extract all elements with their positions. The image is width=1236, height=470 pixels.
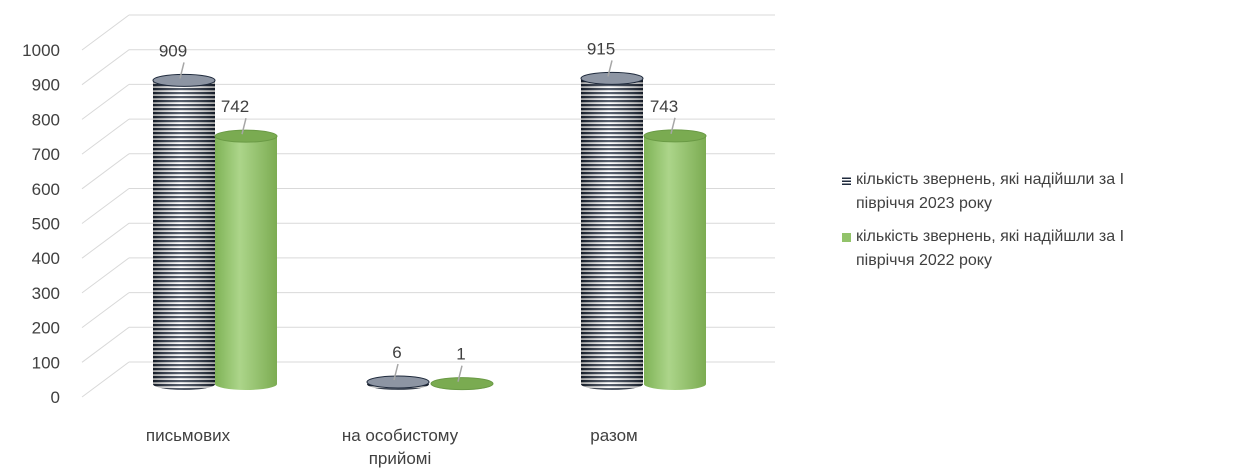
bar-top-cap [643, 129, 707, 143]
gridline-slant [81, 326, 130, 363]
bar-2023-0: 909 [152, 41, 216, 390]
data-label-leader [179, 62, 185, 79]
bar-top-cap [430, 377, 494, 391]
gridline-slant [81, 83, 130, 120]
bar-2022-2: 743 [643, 97, 707, 390]
x-category-label: разом [590, 426, 637, 445]
data-label-leader [241, 117, 247, 135]
data-label: 1 [456, 345, 465, 364]
gridline-slant [81, 118, 130, 155]
bar-top-cap [214, 129, 278, 143]
gridline-slant [81, 292, 130, 329]
bar-2023-1: 6 [366, 343, 430, 390]
bar-top-cap [580, 71, 644, 85]
legend-item-2023: кількість звернень, які надійшли за І пі… [842, 168, 1222, 216]
y-tick-label: 400 [32, 249, 60, 268]
legend-label-2023-line2: півріччя 2023 року [856, 195, 992, 212]
gridline-slant [81, 49, 130, 86]
y-tick-label: 1000 [22, 41, 60, 60]
bar-body [215, 136, 277, 390]
legend-item-2022: кількість звернень, які надійшли за І пі… [842, 225, 1222, 273]
data-label: 743 [650, 97, 678, 116]
legend-swatch-2023 [842, 176, 851, 185]
y-tick-label: 600 [32, 180, 60, 199]
legend-label-2022-line2: півріччя 2022 року [856, 252, 992, 269]
gridline-slant [81, 14, 130, 51]
data-label-leader [457, 365, 463, 382]
y-tick-label: 200 [32, 319, 60, 338]
gridline-slant [81, 361, 130, 398]
gridline-slant [81, 153, 130, 190]
y-tick-label: 900 [32, 76, 60, 95]
y-axis-tick-labels: 0 100 200 300 400 500 600 700 800 900 1000 [22, 41, 60, 407]
bar-shade [153, 80, 215, 390]
data-label: 742 [221, 97, 249, 116]
data-label: 915 [587, 39, 615, 58]
data-label-leader [607, 60, 613, 77]
bar-top-cap [366, 375, 430, 389]
y-tick-label: 300 [32, 284, 60, 303]
x-axis-category-labels: письмових на особистому прийомі разом [146, 426, 638, 468]
x-category-label: прийомі [369, 449, 432, 468]
bar-2023-2: 915 [580, 39, 644, 390]
legend-swatch-2022 [842, 233, 851, 242]
gridline-slant [81, 257, 130, 294]
gridline-slant [81, 222, 130, 259]
bar-shade [581, 78, 643, 390]
bars: 909 6 915 742 1 743 [152, 39, 707, 391]
legend: кількість звернень, які надійшли за І пі… [842, 168, 1222, 282]
y-tick-label: 700 [32, 145, 60, 164]
bar-2022-1: 1 [430, 345, 494, 391]
y-tick-label: 500 [32, 215, 60, 234]
data-label-leader [393, 363, 399, 381]
data-label: 909 [159, 41, 187, 60]
data-label-leader [670, 117, 676, 135]
bar-top-cap [152, 73, 216, 87]
legend-label-2023-line1: кількість звернень, які надійшли за І [856, 171, 1125, 188]
y-tick-label: 800 [32, 110, 60, 129]
bar-body [644, 135, 706, 390]
gridline-slant [81, 188, 130, 224]
legend-label-2022-line1: кількість звернень, які надійшли за І [856, 228, 1125, 245]
data-label: 6 [392, 343, 401, 362]
y-tick-label: 0 [51, 388, 60, 407]
bar-2022-0: 742 [214, 97, 278, 390]
y-tick-label: 100 [32, 353, 60, 372]
x-category-label: на особистому [342, 426, 459, 445]
x-category-label: письмових [146, 426, 231, 445]
